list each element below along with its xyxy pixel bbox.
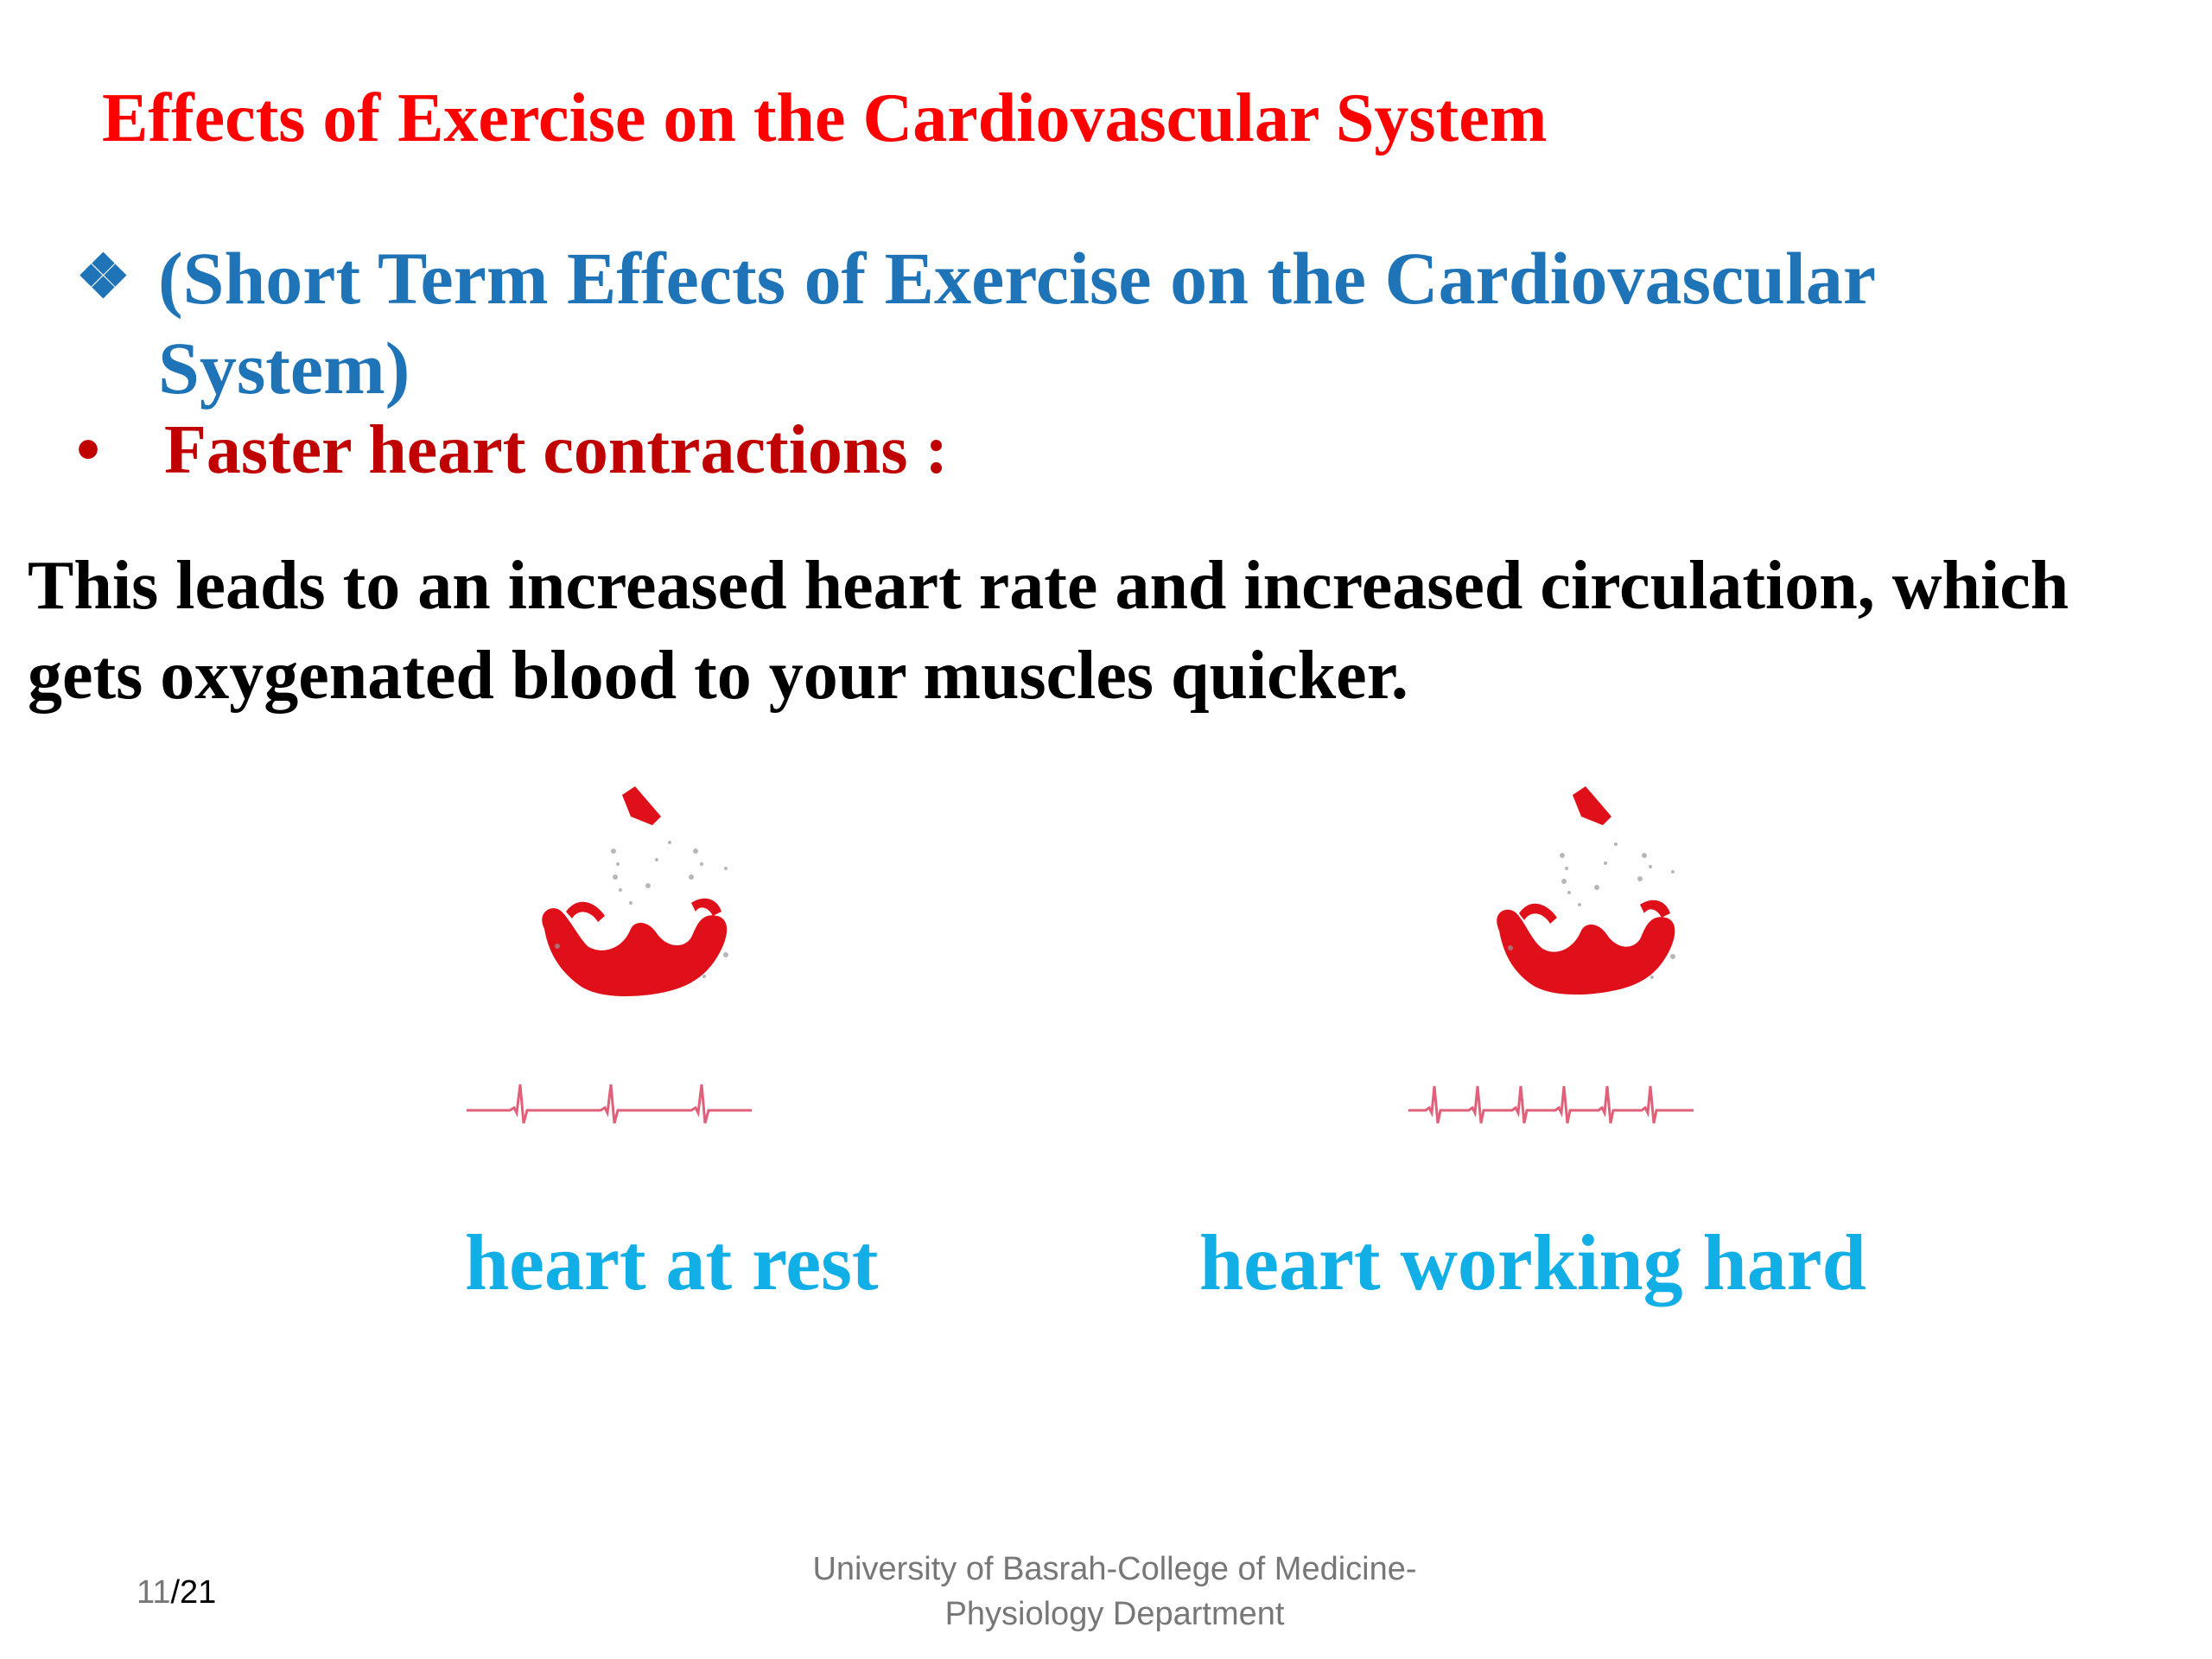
footer-line-2: Physiology Department <box>944 1596 1285 1632</box>
ecg-working-trace <box>1408 1085 1694 1124</box>
sub-bullet-text: (Short Term Effects of Exercise on the C… <box>158 237 1875 410</box>
footer-institution: University of Basrah-College of Medicine… <box>760 1547 1469 1637</box>
heart-working-echo-icon <box>1497 786 1675 995</box>
slide-title: Effects of Exercise on the Cardiovascula… <box>102 80 1548 156</box>
bullet-dot-icon: • <box>76 412 101 488</box>
heart-rest-echo-icon <box>542 786 728 996</box>
red-bullet: • Faster heart contractions : <box>76 411 948 490</box>
caption-heart-at-rest: heart at rest <box>465 1218 879 1306</box>
sub-bullet: ❖ (Short Term Effects of Exercise on the… <box>76 233 1977 413</box>
red-bullet-text: Faster heart contractions : <box>164 412 949 488</box>
diamond-bullet-icon: ❖ <box>76 245 130 311</box>
page-number: 11/21 <box>137 1574 216 1611</box>
footer-line-1: University of Basrah-College of Medicine… <box>812 1551 1417 1587</box>
body-paragraph: This leads to an increased heart rate an… <box>28 548 2069 714</box>
caption-heart-working-hard: heart working hard <box>1199 1218 1866 1306</box>
page-total: /21 <box>170 1574 217 1611</box>
page-current: 11 <box>137 1574 171 1611</box>
ecg-rest-trace <box>467 1084 752 1124</box>
